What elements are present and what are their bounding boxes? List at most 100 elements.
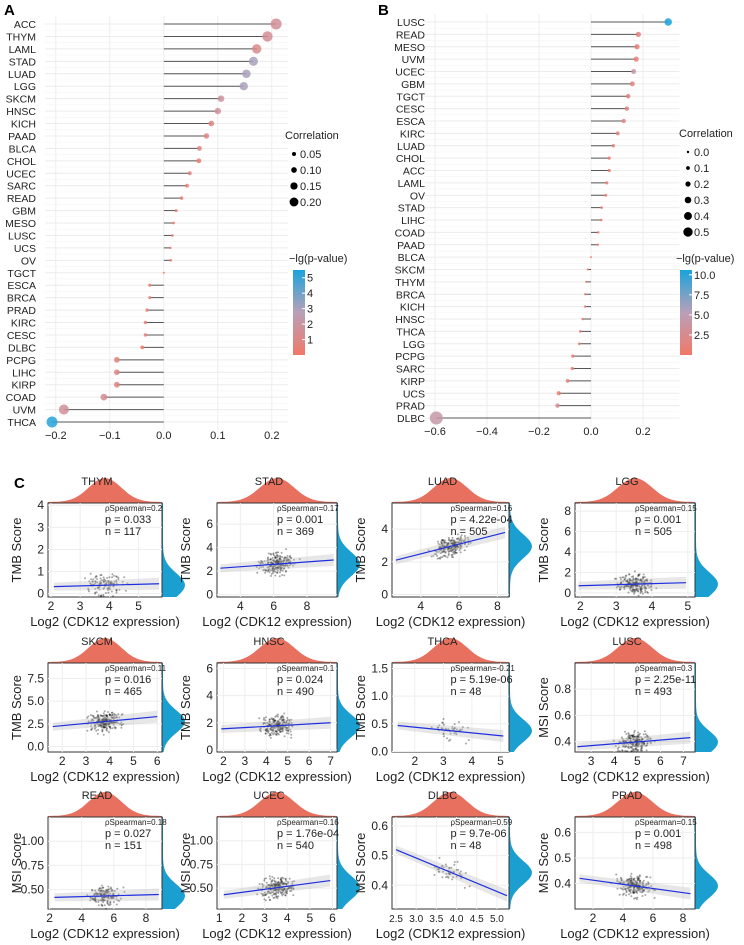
lollipop-point (664, 18, 672, 26)
scatter-point (276, 884, 279, 887)
scatter-point (643, 742, 645, 745)
scatter-point (287, 887, 290, 890)
scatter-point (290, 736, 293, 739)
lollipop-point (58, 404, 69, 415)
scatter-point (438, 724, 441, 727)
x-tick-label: 0.0 (583, 426, 598, 438)
scatter-point (292, 564, 294, 567)
scatter-point (634, 738, 637, 741)
y-axis-label: MSI Score (9, 833, 24, 894)
scatter-point (109, 887, 112, 890)
scatter-point (455, 733, 458, 736)
scatter-point (274, 556, 277, 559)
scatter-point (441, 556, 444, 559)
scatter-point (452, 548, 455, 551)
scatter-point (638, 585, 640, 587)
scatter-point (645, 586, 648, 589)
scatter-point (102, 587, 105, 590)
scatter-point (276, 888, 279, 891)
scatter-point (262, 723, 265, 725)
scatter-point (455, 541, 458, 544)
scatter-point (448, 547, 450, 550)
scatter-point (109, 585, 112, 588)
scatter-point (257, 887, 260, 890)
scatter-point (103, 723, 106, 726)
scatter-point (625, 750, 628, 753)
scatter-point (280, 567, 282, 569)
scatter-point (448, 547, 451, 550)
color-legend-label: 2.5 (694, 330, 709, 342)
scatter-point (105, 724, 108, 727)
scatter-point (639, 749, 642, 752)
lollipop-point (179, 196, 184, 200)
scatter-point (103, 726, 106, 729)
scatter-point (459, 870, 462, 873)
scatter-point (105, 715, 108, 717)
scatter-point (115, 720, 118, 723)
scatter-point (636, 896, 639, 899)
scatter-point (288, 564, 291, 567)
scatter-point (275, 734, 278, 736)
scatter-point (260, 559, 263, 562)
scatter-point (289, 890, 292, 892)
scatter-point (644, 894, 647, 896)
scatter-point (103, 724, 105, 726)
scatter-point (260, 561, 263, 563)
scatter-point (446, 547, 449, 550)
scatter-point (270, 728, 273, 731)
scatter-point (630, 737, 633, 740)
scatter-point (280, 567, 283, 570)
scatter-point (633, 735, 636, 738)
sample-size: n = 48 (451, 686, 482, 698)
x-tick-label: 6 (270, 599, 277, 613)
scatter-point (97, 719, 100, 722)
scatter-point (287, 881, 290, 883)
color-legend-label: 7.5 (694, 290, 709, 302)
y-axis-label: TMB Score (178, 675, 193, 740)
scatter-point (633, 731, 636, 734)
scatter-point (634, 577, 637, 580)
scatter-point (108, 725, 111, 728)
scatter-point (627, 737, 630, 740)
y-tick-label: 0.5 (371, 717, 388, 731)
scatter-point (272, 565, 275, 568)
scatter-point (271, 880, 274, 883)
scatter-point (629, 579, 632, 582)
scatter-point (103, 904, 106, 907)
right-density (162, 503, 185, 597)
scatter-point (95, 900, 98, 903)
scatter-point (456, 547, 459, 550)
scatter-point (87, 715, 90, 718)
scatter-point (270, 731, 273, 734)
scatter-point (93, 725, 96, 728)
scatter-point (288, 887, 291, 890)
x-tick-label: 5 (497, 754, 504, 768)
scatter-point (107, 582, 110, 585)
scatter-point (614, 745, 617, 747)
lollipop-point (631, 68, 637, 75)
scatter-point (460, 540, 463, 543)
scatter-point (447, 876, 450, 879)
scatter-point (264, 729, 267, 732)
scatter-point (442, 732, 445, 735)
scatter-point (465, 742, 467, 745)
scatter-point (270, 888, 272, 891)
scatter-point (631, 589, 634, 592)
scatter-point (440, 542, 443, 544)
scatter-point (267, 569, 270, 572)
y-tick-label: LAML (9, 44, 37, 56)
scatter-point (636, 875, 639, 878)
scatter-point (649, 737, 652, 740)
scatter-point (443, 550, 445, 552)
scatter-point (285, 882, 288, 885)
scatter-point (285, 883, 288, 886)
scatter-point (278, 558, 281, 560)
scatter-point (264, 732, 267, 735)
p-value: p = 0.001 (635, 828, 681, 840)
scatter-point (276, 566, 278, 569)
scatter-point (643, 730, 646, 733)
scatter-point (441, 539, 444, 541)
scatter-point (268, 898, 271, 901)
scatter-point (435, 551, 438, 553)
scatter-point (268, 718, 271, 721)
